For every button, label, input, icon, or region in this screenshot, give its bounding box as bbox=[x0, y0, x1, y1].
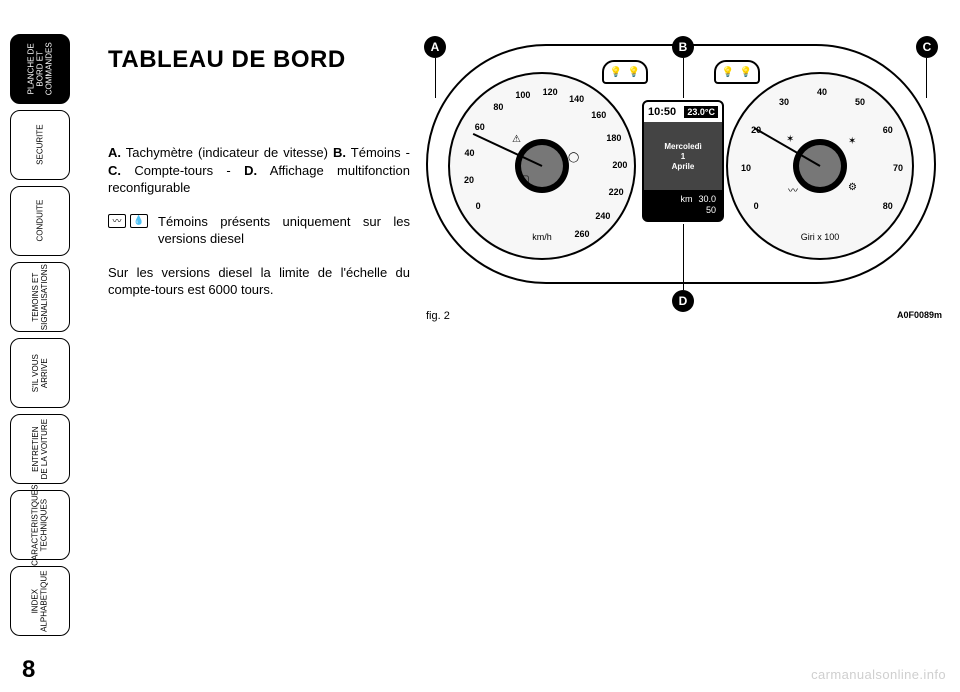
mfd-km-total: 50 bbox=[706, 205, 716, 216]
gauge-tick-label: 0 bbox=[476, 201, 481, 211]
sidebar-tab[interactable]: S'IL VOUS ARRIVE bbox=[10, 338, 70, 408]
sidebar-tab[interactable]: CARACTERISTIQUES TECHNIQUES bbox=[10, 490, 70, 560]
gauge-tick-label: 70 bbox=[893, 163, 903, 173]
mfd-time: 10:50 bbox=[648, 106, 676, 118]
figure-code: A0F0089m bbox=[897, 310, 942, 320]
dashboard-figure: A B C D 💡 💡 💡 💡 020406080100120140160180… bbox=[426, 44, 944, 284]
gauge-tick-label: 180 bbox=[606, 133, 621, 143]
label-c: C. bbox=[108, 163, 121, 178]
gauge-tick-label: 80 bbox=[883, 201, 893, 211]
sidebar-tab-label: TEMOINS ET SIGNALISATIONS bbox=[31, 264, 49, 330]
mfd-bottom: km 30.0 50 bbox=[644, 190, 722, 220]
airbag-icon: ✶ bbox=[786, 134, 794, 145]
airbag2-icon: ✶ bbox=[848, 136, 856, 147]
mfd-km-label: km bbox=[680, 194, 692, 205]
door-icon: ▢ bbox=[520, 174, 529, 185]
label-b: B. bbox=[333, 145, 346, 160]
instrument-cluster: A B C D 💡 💡 💡 💡 020406080100120140160180… bbox=[426, 44, 936, 284]
figure-caption: fig. 2 bbox=[426, 310, 450, 322]
label-a: A. bbox=[108, 145, 121, 160]
sidebar-tab-label: INDEX ALPHABETIQUE bbox=[31, 570, 49, 631]
sidebar-tab[interactable]: ENTRETIEN DE LA VOITURE bbox=[10, 414, 70, 484]
callout-b: B bbox=[672, 36, 694, 58]
mfd-date: 1 bbox=[681, 152, 685, 161]
speedo-unit: km/h bbox=[532, 232, 552, 242]
callout-d: D bbox=[672, 290, 694, 312]
gauge-tick-label: 80 bbox=[493, 102, 503, 112]
callout-line bbox=[926, 58, 927, 98]
diesel-legend-text: Témoins présents uniquement sur les vers… bbox=[158, 213, 410, 248]
page-number: 8 bbox=[22, 656, 35, 684]
gauge-tick-label: 120 bbox=[543, 87, 558, 97]
seatbelt-icon: ⚠ bbox=[512, 134, 521, 145]
gauge-hub bbox=[793, 139, 847, 193]
page-title: TABLEAU DE BORD bbox=[108, 46, 410, 74]
tacho-unit: Giri x 100 bbox=[801, 232, 840, 242]
glowplug-icon: 〰 bbox=[108, 214, 126, 228]
callout-a: A bbox=[424, 36, 446, 58]
mfd-temp: 23.0 bbox=[687, 107, 705, 117]
gauge-tick-label: 40 bbox=[817, 87, 827, 97]
label-d: D. bbox=[244, 163, 257, 178]
gauge-tick-label: 60 bbox=[883, 125, 893, 135]
sidebar-tab[interactable]: CONDUITE bbox=[10, 186, 70, 256]
gauge-tick-label: 40 bbox=[465, 148, 475, 158]
mfd-top-row: 10:50 23.0°C bbox=[644, 102, 722, 122]
paragraph-legend-abcd: A. Tachymètre (indicateur de vitesse) B.… bbox=[108, 144, 410, 197]
callout-c: C bbox=[916, 36, 938, 58]
gauge-tick-label: 260 bbox=[574, 229, 589, 239]
manual-page: PLANCHE DE BORD ET COMMANDES SECURITE COND… bbox=[0, 0, 960, 692]
text-b: Témoins - bbox=[346, 145, 410, 160]
gauge-tick-label: 220 bbox=[609, 187, 624, 197]
glowplug-icon: 〰 bbox=[788, 182, 798, 197]
paragraph-diesel-note: Sur les versions diesel la limite de l'é… bbox=[108, 264, 410, 299]
engine-icon: ⚙ bbox=[848, 182, 857, 193]
sidebar-tab-label: S'IL VOUS ARRIVE bbox=[31, 354, 49, 392]
gauge-tick-label: 50 bbox=[855, 97, 865, 107]
sidebar-tab[interactable]: SECURITE bbox=[10, 110, 70, 180]
content-column: TABLEAU DE BORD A. Tachymètre (indicateu… bbox=[108, 46, 410, 315]
mfd-mid: Mercoledì 1 Aprile bbox=[644, 122, 722, 190]
sidebar-tab-label: CARACTERISTIQUES TECHNIQUES bbox=[31, 484, 49, 565]
gauge-tick-label: 100 bbox=[515, 90, 530, 100]
sidebar-tab-label: PLANCHE DE BORD ET COMMANDES bbox=[26, 43, 54, 96]
sidebar-tabs: PLANCHE DE BORD ET COMMANDES SECURITE COND… bbox=[10, 34, 70, 642]
gauge-tick-label: 30 bbox=[779, 97, 789, 107]
sidebar-tab[interactable]: TEMOINS ET SIGNALISATIONS bbox=[10, 262, 70, 332]
gauge-tick-label: 140 bbox=[569, 94, 584, 104]
callout-line bbox=[435, 58, 436, 98]
gauge-tick-label: 20 bbox=[464, 175, 474, 185]
callout-line bbox=[683, 58, 684, 98]
mfd-temp-unit: °C bbox=[705, 107, 715, 117]
speedometer-gauge: 0 20 40 60 80 100 120 140 160 180 200 220 240 260 km/… bbox=[448, 72, 636, 260]
waterinfuel-icon: 💧 bbox=[130, 214, 148, 228]
diesel-legend: 〰 💧 Témoins présents uniquement sur les … bbox=[108, 213, 410, 248]
gauge-tick-label: 60 bbox=[475, 122, 485, 132]
mfd-day: Mercoledì bbox=[664, 142, 701, 151]
gauge-tick-label: 200 bbox=[612, 160, 627, 170]
tachometer-gauge: 01020304050607080 Giri x 100 ✶ ✶ 〰 ⚙ bbox=[726, 72, 914, 260]
sidebar-tab-label: ENTRETIEN DE LA VOITURE bbox=[31, 419, 49, 479]
mfd-km-val: 30.0 bbox=[698, 194, 716, 205]
gauge-tick-label: 160 bbox=[591, 110, 606, 120]
sidebar-tab-label: SECURITE bbox=[35, 125, 44, 165]
watermark-text: carmanualsonline.info bbox=[811, 667, 946, 682]
gauge-tick-label: 10 bbox=[741, 163, 751, 173]
sidebar-tab-label: CONDUITE bbox=[35, 200, 44, 242]
sidebar-tab[interactable]: PLANCHE DE BORD ET COMMANDES bbox=[10, 34, 70, 104]
text-c: Compte-tours - bbox=[121, 163, 244, 178]
gauge-tick-label: 240 bbox=[595, 211, 610, 221]
gauge-tick-label: 0 bbox=[754, 201, 759, 211]
sidebar-tab[interactable]: INDEX ALPHABETIQUE bbox=[10, 566, 70, 636]
brake-icon: ◯ bbox=[568, 152, 579, 163]
callout-line bbox=[683, 224, 684, 290]
text-a: Tachymètre (indicateur de vitesse) bbox=[121, 145, 333, 160]
mfd-month: Aprile bbox=[672, 162, 695, 171]
multifunction-display: 10:50 23.0°C Mercoledì 1 Aprile km 30.0 … bbox=[642, 100, 724, 222]
